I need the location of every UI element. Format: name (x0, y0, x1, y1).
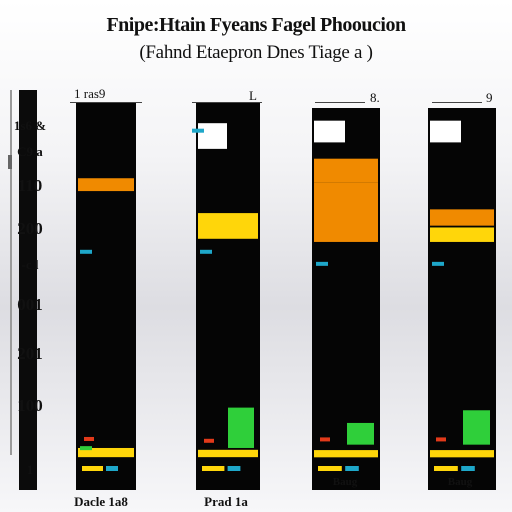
column-top-label: 8. (370, 90, 380, 105)
y-tick-label: 1s6 & (13, 118, 47, 133)
column-top-label: L (249, 88, 257, 103)
bar-base-cyan (345, 466, 359, 471)
y-tick-label: 110 (17, 176, 43, 195)
y-tick-label: -c l (21, 257, 39, 272)
x-category-label: Dacle 1a8 (74, 494, 128, 509)
y-tick-label: 100 (17, 396, 43, 415)
bar-segment-yellow (430, 227, 494, 242)
chart-frame-left (10, 90, 12, 455)
bar-base-yellow (434, 466, 458, 471)
bar-mark-cyan (192, 128, 204, 133)
bar-segment-yellow (430, 450, 494, 458)
bar-column (76, 103, 136, 490)
y-tick-label: 001 (17, 295, 43, 314)
bar-top-cap (314, 120, 345, 143)
bar-mark-cyan (200, 249, 212, 254)
bar-top-cap (430, 120, 461, 143)
column-top-rule (192, 102, 262, 103)
chart-frame-tick (8, 155, 12, 169)
bar-segment-green (228, 407, 254, 448)
bar-segment-yellow (198, 449, 258, 458)
column-top-rule (432, 102, 482, 103)
bar-mark-cyan (432, 261, 444, 266)
chart-subtitle: (Fahnd Etaepron Dnes Tiage a ) (139, 42, 373, 63)
x-category-label: Prad 1a (204, 494, 248, 509)
bar-base-cyan (106, 466, 118, 471)
bar-base-cyan (227, 466, 241, 471)
bar-mark-red (436, 437, 446, 442)
bar-mark-cyan (316, 261, 328, 266)
bar-segment-green (347, 422, 374, 445)
column-top-label: 1 ras9 (74, 86, 106, 101)
bar-mark-cyan (80, 249, 92, 254)
bar-segment-orange (314, 182, 378, 242)
bar-segment-orange (430, 209, 494, 226)
bar-segment-orange (314, 158, 378, 183)
bar-segment-green (463, 410, 490, 445)
y-tick-label: 200 (17, 219, 43, 238)
bar-mark-green (80, 446, 92, 451)
bar-mark-red (320, 437, 330, 442)
y-tick-label: 201 (17, 344, 43, 363)
bar-mark-red (84, 436, 94, 441)
column-top-label: 9 (486, 90, 493, 105)
column-top-rule (315, 102, 365, 103)
y-tick-label: 1 (26, 462, 34, 477)
bar-segment-yellow (78, 447, 134, 458)
x-category-label: Baug (332, 476, 358, 488)
bar-segment-yellow (198, 213, 258, 239)
bar-top-cap (198, 123, 227, 149)
bar-base-yellow (318, 466, 342, 471)
x-category-label: Baug (447, 476, 473, 488)
bar-mark-red (204, 438, 214, 443)
chart-title: Fnipe:Htain Fyeans Fagel Phooucion (106, 14, 406, 36)
column-top-rule (70, 102, 142, 103)
bar-segment-yellow (314, 450, 378, 458)
bar-base-yellow (82, 466, 103, 471)
bar-base-yellow (202, 466, 225, 471)
y-axis-strip (19, 90, 37, 490)
bar-segment-orange (78, 178, 134, 192)
bar-base-cyan (461, 466, 475, 471)
y-tick-label: C9 a (17, 144, 43, 159)
